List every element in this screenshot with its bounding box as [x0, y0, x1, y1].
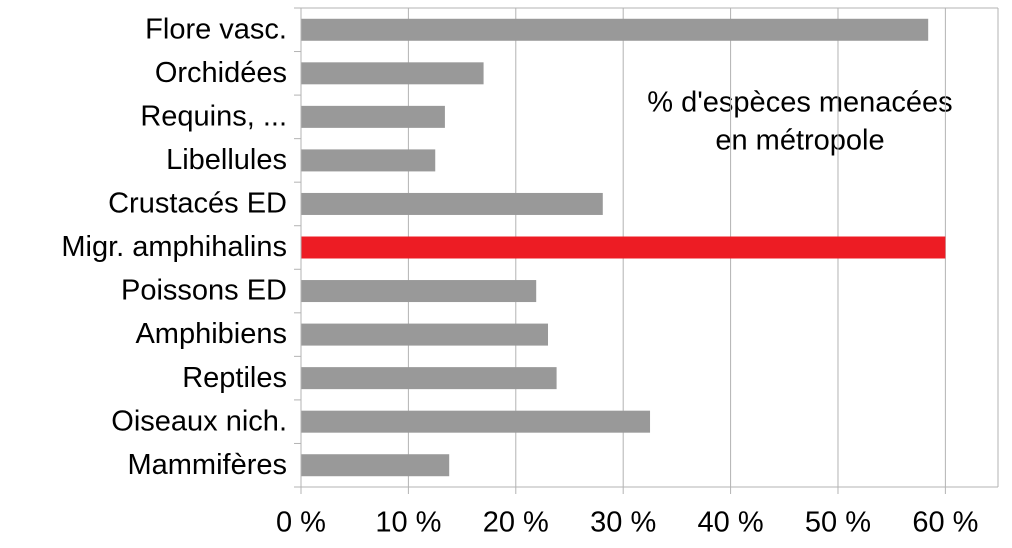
y-tick-label: Migr. amphihalins — [61, 231, 287, 263]
x-tick-label: 30 % — [590, 507, 656, 539]
bar — [301, 323, 549, 346]
y-tick-label: Orchidées — [155, 57, 287, 89]
annotation: en métropole — [715, 125, 884, 157]
bar — [301, 236, 946, 259]
bar — [301, 367, 557, 390]
x-tick-label: 50 % — [805, 507, 871, 539]
y-tick-label: Amphibiens — [135, 318, 287, 350]
y-tick-label: Oiseaux nich. — [111, 405, 287, 437]
bar — [301, 18, 929, 41]
annotation: % d'espèces menacées — [647, 87, 952, 119]
bar — [301, 192, 603, 215]
bar — [301, 62, 484, 85]
x-tick-label: 0 % — [276, 507, 326, 539]
bar — [301, 149, 436, 172]
bar — [301, 410, 651, 433]
x-tick-label: 20 % — [483, 507, 549, 539]
x-tick-label: 40 % — [698, 507, 764, 539]
y-tick-label: Libellules — [166, 144, 287, 176]
bar — [301, 454, 450, 477]
bar — [301, 280, 537, 303]
y-tick-label: Reptiles — [182, 362, 287, 394]
y-tick-label: Requins, ... — [140, 101, 287, 133]
x-tick-label: 10 % — [375, 507, 441, 539]
y-tick-label: Mammifères — [127, 449, 287, 481]
bar — [301, 105, 445, 128]
y-tick-label: Crustacés ED — [108, 188, 287, 220]
x-tick-label: 60 % — [912, 507, 978, 539]
y-tick-label: Flore vasc. — [145, 13, 287, 45]
y-tick-label: Poissons ED — [121, 275, 287, 307]
